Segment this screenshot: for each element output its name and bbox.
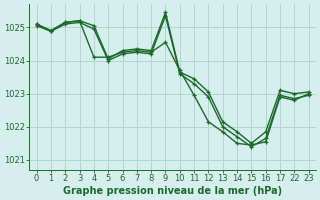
X-axis label: Graphe pression niveau de la mer (hPa): Graphe pression niveau de la mer (hPa) bbox=[63, 186, 282, 196]
